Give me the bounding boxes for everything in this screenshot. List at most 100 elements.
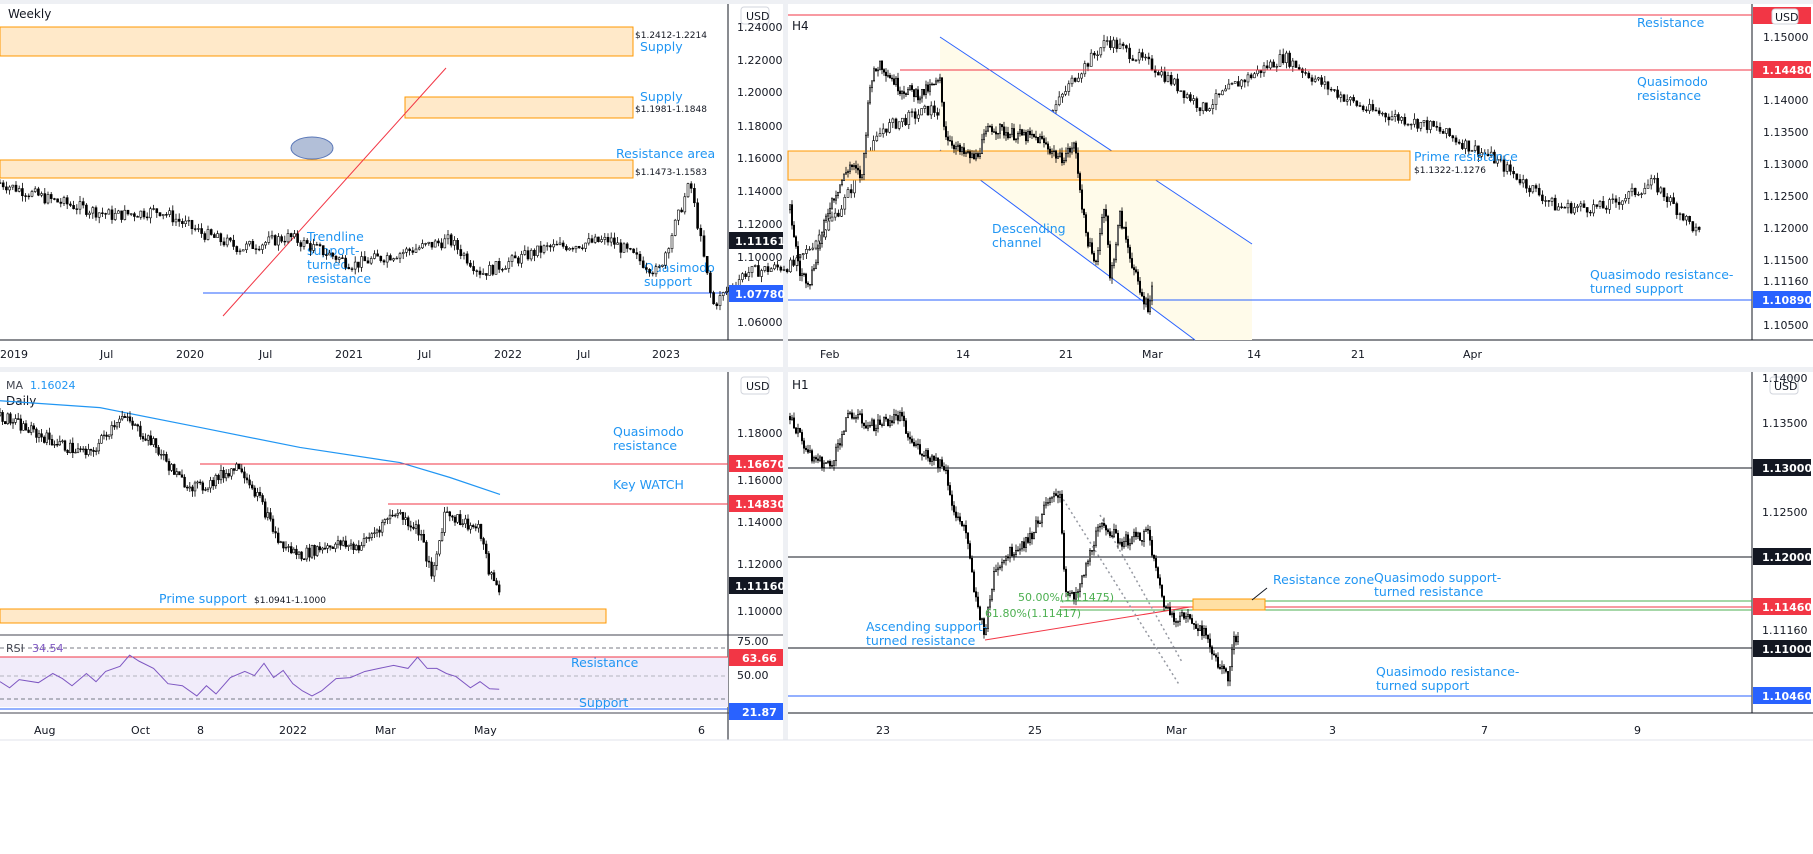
candle-body [800,273,803,276]
candle-body [1209,638,1212,648]
candle-body [227,473,230,477]
candle-body [43,193,47,204]
daily-price-axis[interactable]: 1.18000 1.16670 1.16000 1.14830 1.14000 … [729,427,785,720]
candle-body [798,260,801,276]
candle-body [1093,544,1096,552]
candle-body [1115,529,1118,534]
candle-body [385,255,389,263]
candle-body [1225,668,1228,672]
candle-body [884,416,887,420]
candle-body [276,532,280,543]
h1-price-axis[interactable]: 1.14000 1.13500 1.13000 1.12500 1.12000 … [1753,372,1812,704]
candle-body [619,242,623,253]
weekly-price-axis[interactable]: 1.24000 1.22000 1.20000 1.18000 1.16000 … [729,21,785,329]
candle-body [1010,128,1013,135]
candle-body [235,463,238,471]
candle-body [87,448,90,455]
candle-body [1448,128,1451,137]
candle-body [472,266,475,272]
candle-body [1125,226,1128,240]
candle-body [1169,607,1172,616]
candle-body [479,524,483,539]
candle-body [1681,213,1685,221]
candle-body [725,291,728,293]
currency-badge[interactable] [1771,8,1799,25]
prime-resistance-zone[interactable] [787,150,1411,181]
rsi-pane[interactable]: RSI 34.54 Resistance Support [0,642,728,710]
candle-body [818,243,821,249]
candle-body [910,111,914,113]
candle-body [117,210,120,214]
candle-body [328,545,332,548]
candle-body [808,284,811,286]
candle-body [1155,558,1158,568]
candle-body [219,233,223,243]
h4-price-axis[interactable]: USD 1.15000 1.14480 1.14000 1.13500 1.13… [1753,7,1812,332]
rsi-line[interactable] [0,654,500,697]
y-tick: 1.12000 [737,558,783,571]
h1-time-axis[interactable]: 23 25 Mar 3 7 9 [876,724,1641,737]
prime-support-zone[interactable] [0,608,607,624]
candle-body [1537,187,1541,196]
candle-body [1617,201,1621,205]
candle-body [1055,493,1058,496]
candle-body [1008,133,1011,139]
candle-body [78,201,82,210]
rsi-support-tag [729,703,783,720]
currency-badge[interactable] [740,376,770,395]
candle-body [1043,138,1046,144]
highlight-ellipse[interactable] [290,136,334,160]
resistance-area-zone[interactable] [0,159,634,179]
candle-body [1633,187,1637,196]
panel-divider-v[interactable] [783,0,788,854]
resistance-zone-box[interactable] [1192,598,1266,611]
candle-body [779,266,783,271]
candle-body [878,60,881,71]
candle-body [142,210,146,218]
candle-body [571,248,575,250]
candle-body [846,171,849,173]
candle-body [1033,532,1036,540]
candle-body [1080,73,1083,79]
supply-zone-1[interactable] [0,26,634,57]
candle-body [383,519,386,523]
candle-body [1147,298,1150,313]
h1-panel[interactable]: H1 USD 50.00%(1.11475) 61.80%(1.11417) R… [788,372,1813,737]
candle-body [1057,96,1061,106]
currency-badge[interactable] [1769,376,1799,395]
candle-body [802,440,805,449]
daily-time-axis[interactable]: Aug Oct 8 2022 Mar May 6 [34,724,705,737]
candle-body [1229,666,1232,682]
rsi-resistance-value: 63.66 [742,652,777,665]
currency-badge[interactable] [740,6,770,25]
candle-body [844,172,847,175]
weekly-time-axis[interactable]: 2019 Jul 2020 Jul 2021 Jul 2022 Jul 2023 [0,348,680,361]
panel-divider-h[interactable] [0,367,1813,372]
trendline[interactable] [222,67,447,317]
daily-panel[interactable]: MA 1.16024 Daily USD Quasimodo resistance… [0,372,785,740]
weekly-panel[interactable]: Weekly USD $1.2412-1.2214 Supply Supply … [0,4,1701,361]
candle-body [0,412,2,416]
ascending-trendline[interactable] [984,606,1191,641]
channel-lower-line[interactable] [939,149,1196,341]
h4-panel[interactable]: H4 Descending channel Prime resistance $1… [787,4,1813,361]
candle-body [1528,187,1531,193]
rsi-support-value: 21.87 [742,706,777,719]
candle-body [1207,634,1210,640]
candle-body [1016,549,1019,552]
last-price-tag [729,577,783,594]
candle-body [1053,150,1056,153]
h4-time-axis[interactable]: Feb 14 21 Mar 14 21 Apr [820,348,1483,361]
candle-body [1027,130,1030,142]
channel-upper-line[interactable] [939,36,1253,245]
candle-body [1035,136,1038,138]
candle-body [982,618,985,635]
candle-body [1006,556,1009,559]
candle-body [144,438,147,441]
y-tick: 1.14000 [1762,372,1808,385]
candle-body [1111,535,1114,537]
supply-zone-2[interactable] [404,96,634,119]
moving-average-line[interactable] [0,400,501,495]
candle-body [1039,522,1042,525]
candle-body [1041,514,1044,524]
